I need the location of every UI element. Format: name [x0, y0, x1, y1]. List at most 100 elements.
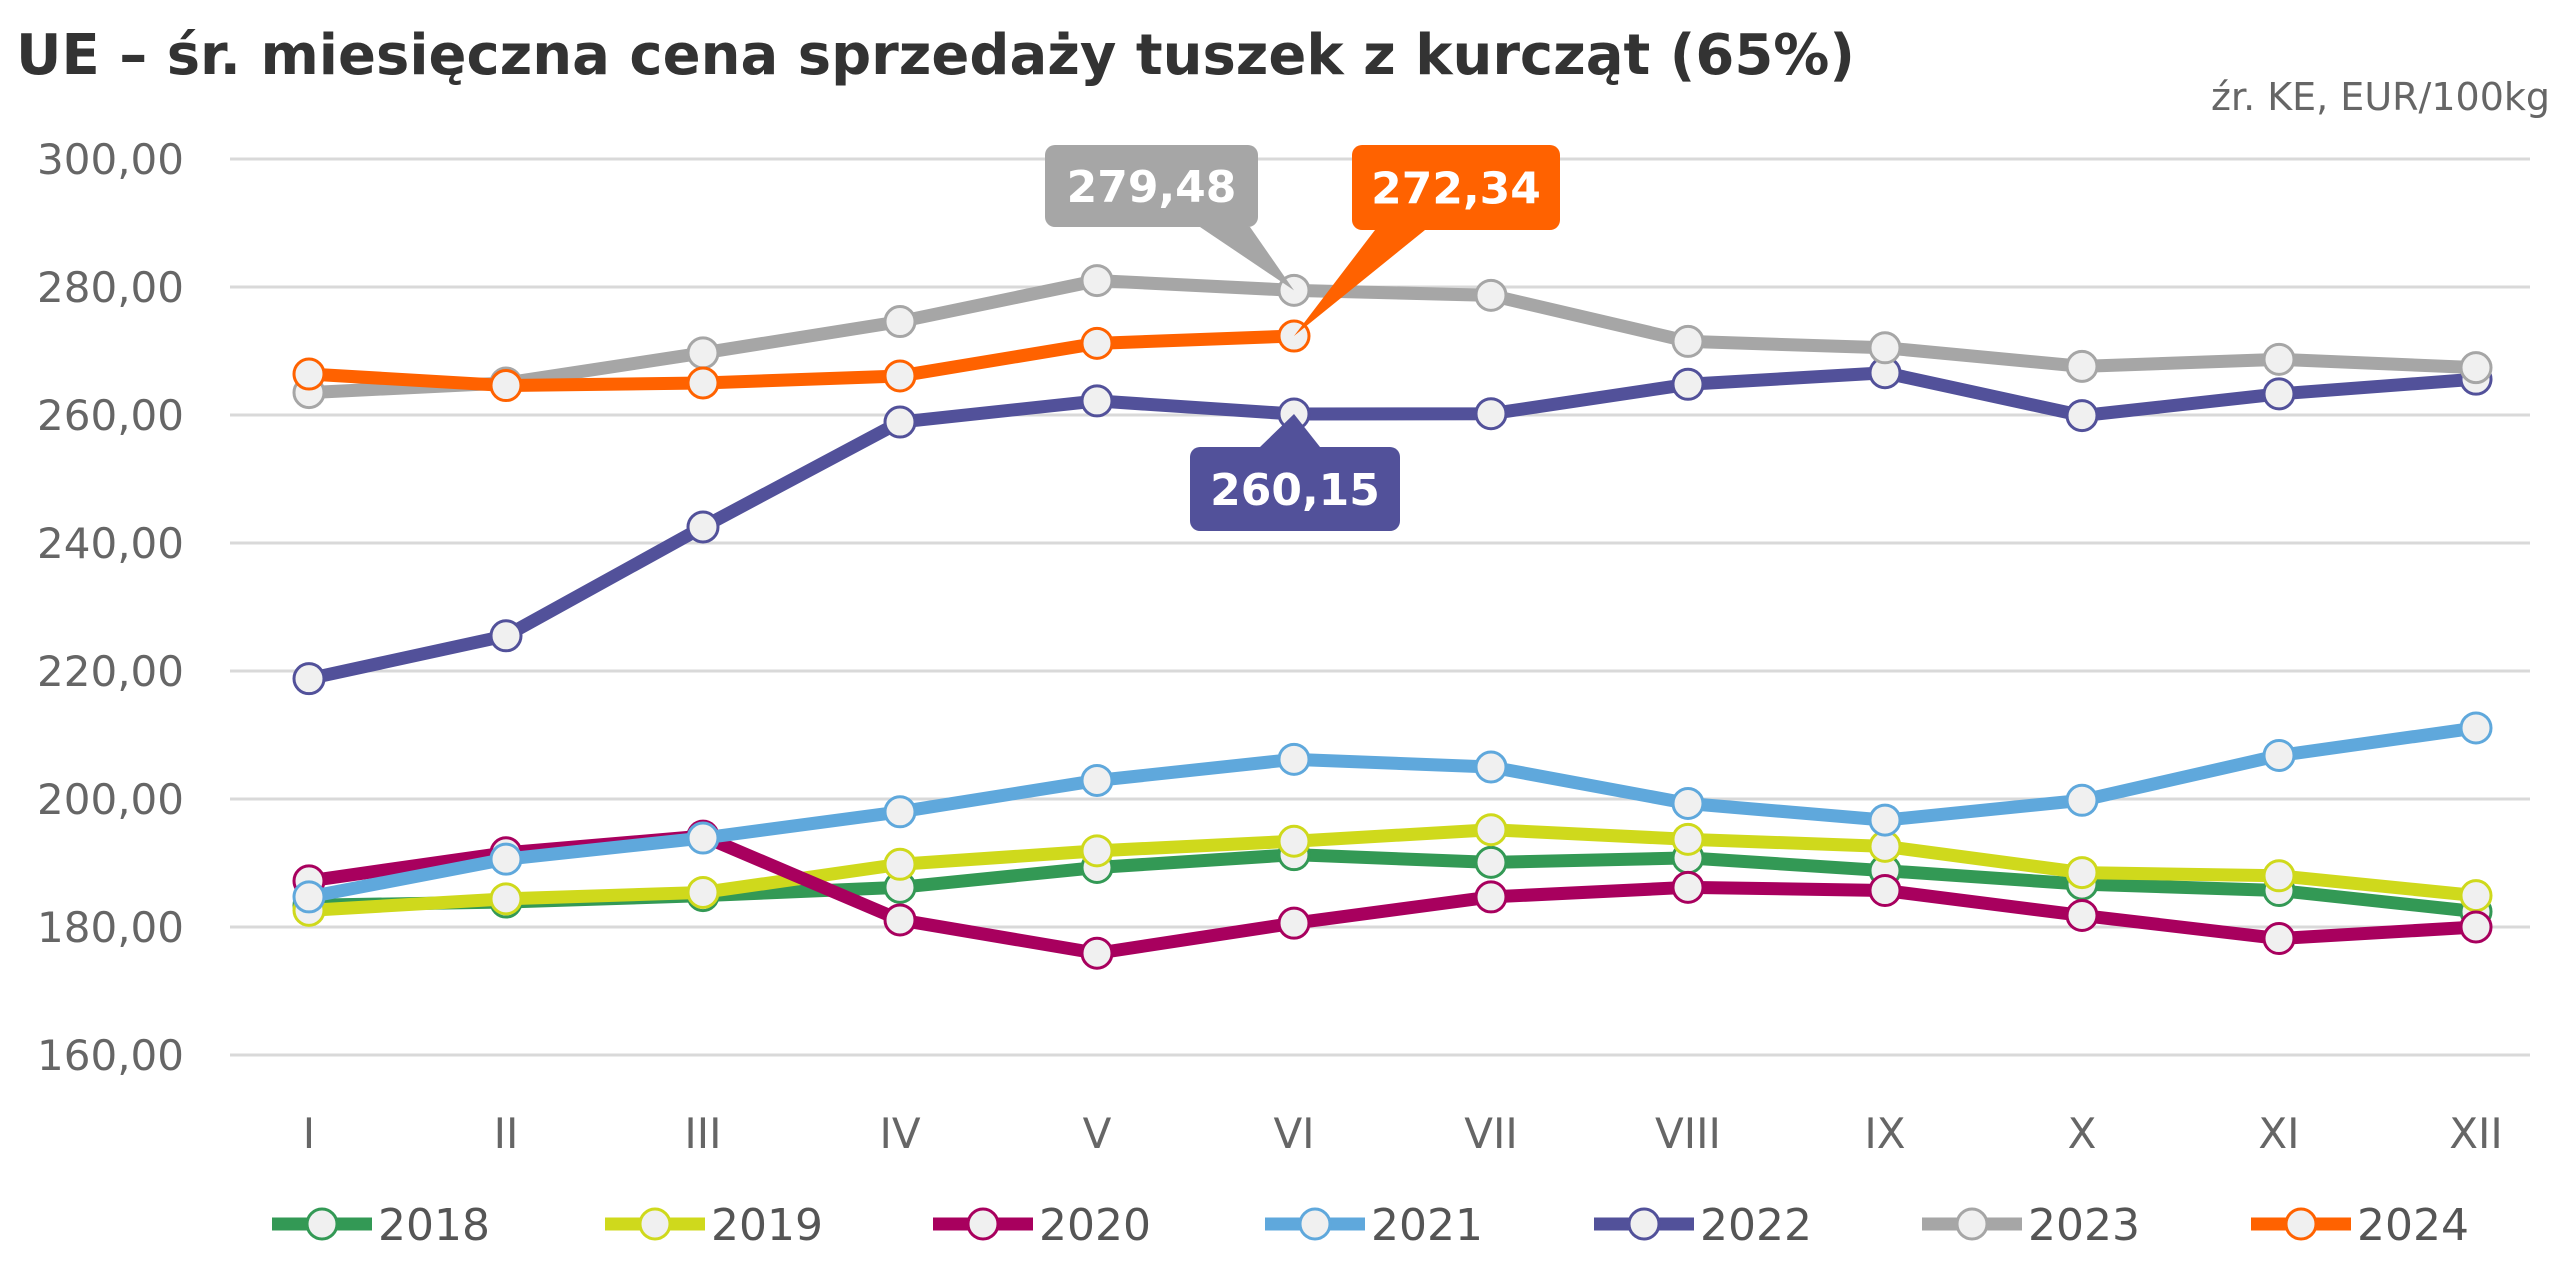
legend-item-2023[interactable]: 2023 — [1922, 1200, 2140, 1251]
legend-label: 2018 — [378, 1200, 490, 1251]
legend-marker — [1298, 1207, 1332, 1241]
data-point-2019-IV — [883, 847, 917, 881]
callouts: 279,48 272,34 260,15 — [1045, 145, 1560, 531]
y-tick-label: 240,00 — [37, 519, 184, 568]
series-line-2021 — [307, 721, 2477, 904]
data-point-2019-II — [489, 882, 523, 916]
callout-box — [1190, 447, 1400, 531]
data-point-2021-VII — [1474, 750, 1508, 784]
series-line-2022 — [307, 366, 2477, 686]
data-point-2020-XII — [2459, 910, 2493, 944]
legend-marker — [2284, 1207, 2318, 1241]
data-point-2021-V — [1080, 763, 1114, 797]
data-point-2023-X — [2065, 349, 2099, 383]
data-point-2022-IV — [883, 405, 917, 439]
data-point-2022-II — [489, 619, 523, 653]
y-tick-label: 180,00 — [37, 903, 184, 952]
data-point-2024-V — [1080, 326, 1114, 360]
callout-label: 272,34 — [1371, 164, 1541, 215]
y-tick-label: 300,00 — [37, 135, 184, 184]
data-point-2023-IV — [883, 305, 917, 339]
x-axis-ticks: I II III IV V VI VII VIII IX X XI XII — [303, 1109, 2503, 1158]
y-tick-label: 160,00 — [37, 1031, 184, 1080]
callout-box — [1352, 145, 1560, 230]
data-point-2024-I — [292, 357, 326, 391]
series-2022 — [292, 356, 2493, 696]
data-point-2021-IV — [883, 795, 917, 829]
data-point-2020-X — [2065, 898, 2099, 932]
x-tick-label: VII — [1464, 1109, 1518, 1158]
x-tick-label: VI — [1273, 1109, 1314, 1158]
data-point-2019-VIII — [1671, 822, 1705, 856]
legend-marker — [1627, 1207, 1661, 1241]
data-point-2021-VI — [1277, 742, 1311, 776]
data-point-2023-III — [686, 336, 720, 370]
legend-label: 2024 — [2357, 1200, 2469, 1251]
data-point-2021-XII — [2459, 711, 2493, 745]
legend-item-2021[interactable]: 2021 — [1265, 1200, 1483, 1251]
x-tick-label: V — [1083, 1109, 1112, 1158]
x-tick-label: IV — [879, 1109, 920, 1158]
legend-label: 2020 — [1039, 1200, 1151, 1251]
x-tick-label: X — [2068, 1109, 2097, 1158]
chart-title: UE – śr. miesięczna cena sprzedaży tusze… — [16, 23, 1855, 88]
callout-2022: 260,15 — [1190, 414, 1400, 531]
data-point-2019-V — [1080, 834, 1114, 868]
legend-item-2019[interactable]: 2019 — [605, 1200, 823, 1251]
data-point-2021-II — [489, 842, 523, 876]
y-axis-ticks: 160,00 180,00 200,00 220,00 240,00 260,00 280,… — [37, 135, 184, 1080]
y-tick-label: 220,00 — [37, 647, 184, 696]
callout-2023: 279,48 — [1045, 145, 1294, 291]
source-note: źr. KE, EUR/100kg — [2211, 75, 2550, 119]
callout-pointer — [1294, 230, 1425, 337]
data-point-2018-VII — [1474, 845, 1508, 879]
data-point-2020-XI — [2262, 922, 2296, 956]
data-point-2023-V — [1080, 264, 1114, 298]
data-point-2020-VI — [1277, 906, 1311, 940]
data-point-2021-III — [686, 821, 720, 855]
x-tick-label: I — [303, 1109, 315, 1158]
legend-label: 2023 — [2028, 1200, 2140, 1251]
callout-pointer — [1260, 414, 1320, 447]
legend-label: 2019 — [711, 1200, 823, 1251]
legend-marker — [1955, 1207, 1989, 1241]
data-point-2020-IX — [1868, 874, 1902, 908]
data-point-2022-XI — [2262, 377, 2296, 411]
x-tick-label: IX — [1864, 1109, 1905, 1158]
y-tick-label: 200,00 — [37, 775, 184, 824]
legend-label: 2021 — [1371, 1200, 1483, 1251]
legend-item-2024[interactable]: 2024 — [2251, 1200, 2469, 1251]
y-tick-label: 260,00 — [37, 391, 184, 440]
callout-pointer — [1200, 227, 1294, 291]
series-line-2018 — [308, 848, 2477, 919]
legend-label: 2022 — [1700, 1200, 1812, 1251]
x-tick-label: XII — [2449, 1109, 2503, 1158]
data-point-2021-X — [2065, 783, 2099, 817]
callout-box — [1045, 145, 1258, 227]
data-point-2020-IV — [883, 903, 917, 937]
data-point-2019-XII — [2459, 879, 2493, 913]
data-point-2021-IX — [1868, 803, 1902, 837]
legend-item-2018[interactable]: 2018 — [272, 1200, 490, 1251]
x-tick-label: XI — [2258, 1109, 2299, 1158]
data-point-2021-VIII — [1671, 786, 1705, 820]
data-point-2019-III — [686, 875, 720, 909]
series-line-2019 — [308, 823, 2477, 917]
data-point-2022-VII — [1474, 397, 1508, 431]
callout-label: 260,15 — [1210, 465, 1380, 516]
data-point-2020-VIII — [1671, 870, 1705, 904]
data-point-2023-VII — [1474, 278, 1508, 312]
data-point-2020-V — [1080, 936, 1114, 970]
legend: 2018 2019 2020 2021 2022 2023 2024 — [272, 1200, 2469, 1251]
data-point-2022-III — [686, 510, 720, 544]
data-point-2022-I — [292, 662, 326, 696]
data-point-2023-VIII — [1671, 324, 1705, 358]
legend-item-2020[interactable]: 2020 — [933, 1200, 1151, 1251]
legend-marker — [305, 1207, 339, 1241]
legend-item-2022[interactable]: 2022 — [1594, 1200, 1812, 1251]
data-point-2021-I — [292, 880, 326, 914]
legend-marker — [966, 1207, 1000, 1241]
legend-marker — [638, 1207, 672, 1241]
data-point-2019-X — [2065, 856, 2099, 890]
